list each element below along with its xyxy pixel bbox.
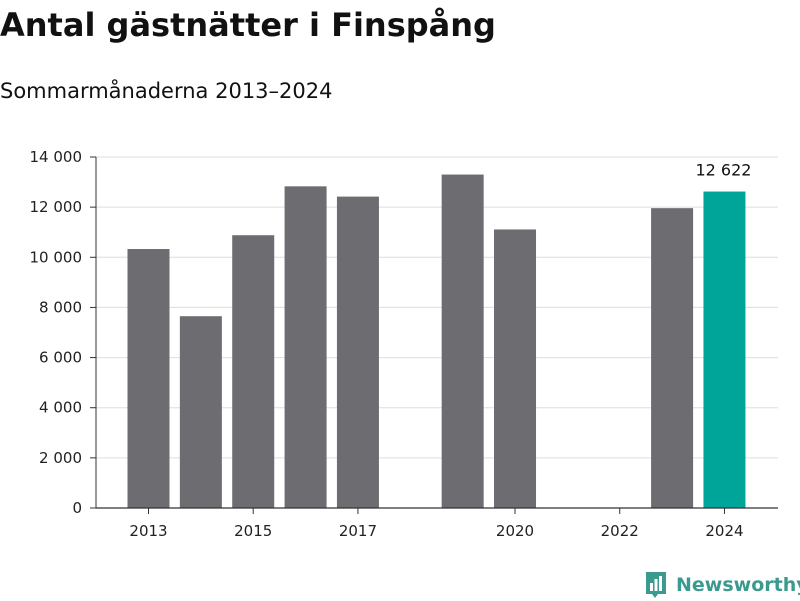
y-tick-label: 8 000	[39, 298, 82, 316]
bars	[127, 174, 746, 509]
x-tick-label: 2017	[339, 522, 377, 540]
bar-2017	[336, 196, 379, 508]
bar-2019	[441, 174, 484, 509]
y-tick-label: 12 000	[30, 198, 83, 216]
x-tick-label: 2024	[705, 522, 743, 540]
bar-2023	[651, 208, 694, 508]
data-labels: 12 622	[695, 161, 751, 180]
bar-2024	[703, 191, 746, 508]
chart-title: Antal gästnätter i Finspång	[0, 6, 496, 44]
bar-chart-badge-icon	[646, 572, 666, 598]
bar-2014	[179, 316, 222, 508]
x-tick-label: 2022	[601, 522, 639, 540]
brand-name: Newsworthy	[676, 574, 800, 596]
bar-2020	[494, 229, 537, 508]
y-tick-label: 4 000	[39, 399, 82, 417]
y-tick-label: 0	[72, 499, 82, 517]
bar-2013	[127, 249, 170, 508]
x-tick-label: 2013	[129, 522, 167, 540]
bar-2016	[284, 186, 327, 509]
y-tick-label: 10 000	[30, 248, 83, 266]
x-tick-label: 2020	[496, 522, 534, 540]
y-tick-label: 6 000	[39, 349, 82, 367]
y-tick-label: 2 000	[39, 449, 82, 467]
x-tick-label: 2015	[234, 522, 272, 540]
y-tick-label: 14 000	[30, 148, 83, 166]
bar-2015	[232, 235, 275, 509]
data-label-2024: 12 622	[695, 161, 751, 180]
axes: 0 2 000 4 000 6 000 8 000 10 000 12 000 14 000 2…	[30, 148, 778, 540]
chart-subtitle: Sommarmånaderna 2013–2024	[0, 79, 333, 103]
newsworthy-logo: Newsworthy	[644, 569, 800, 601]
